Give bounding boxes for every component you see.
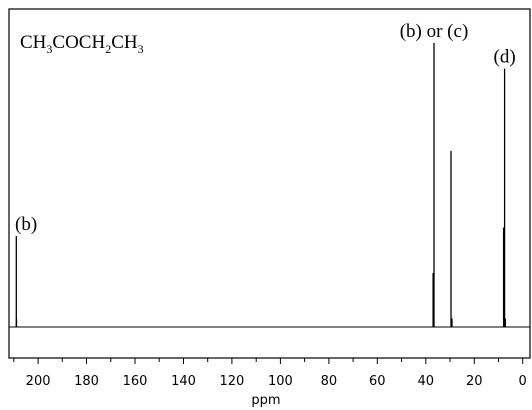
chart-title: CH3COCH2CH3 (20, 32, 144, 56)
peak-annotation-0: (b) (15, 214, 37, 235)
title-subscript: 3 (46, 42, 52, 56)
x-tick-label-80: 80 (321, 374, 338, 389)
x-tick-label-0: 0 (519, 374, 527, 389)
x-tick-label-40: 40 (418, 374, 435, 389)
peak-annotations: (b) (b) or (c) (d) (15, 21, 516, 235)
title-segment: CH (20, 32, 47, 53)
title-subscript: 3 (138, 42, 144, 56)
title-segment: COCH (52, 32, 105, 53)
peak-annotation-2: (d) (494, 47, 516, 68)
x-tick-label-180: 180 (74, 374, 99, 389)
x-tick-label-200: 200 (26, 374, 51, 389)
x-axis-label: ppm (251, 393, 280, 408)
plot-frame (8, 8, 531, 359)
title-segment: CH (111, 32, 138, 53)
x-tick-label-20: 20 (466, 374, 483, 389)
x-tick-label-140: 140 (171, 374, 196, 389)
x-axis-ticks: 200 180 160 140 120 100 80 60 40 20 0 (13, 358, 527, 389)
peaks-group (15, 43, 506, 327)
x-tick-label-60: 60 (369, 374, 386, 389)
title-subscript: 2 (105, 42, 111, 56)
x-tick-label-100: 100 (268, 374, 293, 389)
x-tick-label-160: 160 (123, 374, 148, 389)
peak-annotation-1: (b) or (c) (400, 21, 469, 42)
x-tick-label-120: 120 (219, 374, 244, 389)
